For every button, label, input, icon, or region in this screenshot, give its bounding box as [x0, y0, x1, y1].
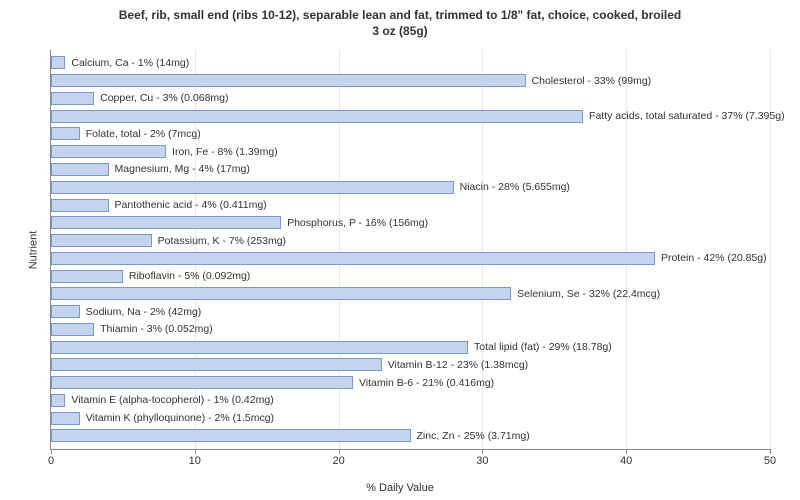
nutrient-bar-label: Cholesterol - 33% (99mg)	[532, 75, 652, 87]
bar-row: Potassium, K - 7% (253mg)	[51, 233, 770, 248]
nutrient-chart: Beef, rib, small end (ribs 10-12), separ…	[0, 0, 800, 500]
nutrient-bar-label: Thiamin - 3% (0.052mg)	[100, 323, 213, 335]
nutrient-bar-label: Magnesium, Mg - 4% (17mg)	[115, 163, 250, 175]
nutrient-bar	[51, 429, 411, 442]
x-tick-label: 50	[764, 455, 776, 467]
x-tick-label: 20	[332, 455, 344, 467]
nutrient-bar-label: Vitamin E (alpha-tocopherol) - 1% (0.42m…	[71, 394, 273, 406]
bar-row: Thiamin - 3% (0.052mg)	[51, 322, 770, 337]
nutrient-bar-label: Calcium, Ca - 1% (14mg)	[71, 57, 189, 69]
nutrient-bar-label: Total lipid (fat) - 29% (18.78g)	[474, 341, 612, 353]
bar-row: Calcium, Ca - 1% (14mg)	[51, 55, 770, 70]
bar-row: Copper, Cu - 3% (0.068mg)	[51, 91, 770, 106]
bar-row: Vitamin E (alpha-tocopherol) - 1% (0.42m…	[51, 393, 770, 408]
title-line-2: 3 oz (85g)	[372, 24, 427, 38]
nutrient-bar	[51, 341, 468, 354]
y-axis-label: Nutrient	[27, 231, 39, 270]
x-tick-mark	[770, 449, 771, 454]
nutrient-bar	[51, 163, 109, 176]
bar-row: Iron, Fe - 8% (1.39mg)	[51, 144, 770, 159]
bar-row: Cholesterol - 33% (99mg)	[51, 73, 770, 88]
nutrient-bar-label: Potassium, K - 7% (253mg)	[158, 235, 286, 247]
nutrient-bar	[51, 92, 94, 105]
nutrient-bar-label: Vitamin K (phylloquinone) - 2% (1.5mcg)	[86, 412, 274, 424]
nutrient-bar-label: Iron, Fe - 8% (1.39mg)	[172, 146, 278, 158]
chart-title: Beef, rib, small end (ribs 10-12), separ…	[0, 0, 800, 43]
bars-group: Calcium, Ca - 1% (14mg) Cholesterol - 33%…	[51, 54, 770, 445]
nutrient-bar	[51, 323, 94, 336]
nutrient-bar	[51, 181, 454, 194]
bar-row: Sodium, Na - 2% (42mg)	[51, 304, 770, 319]
nutrient-bar-label: Selenium, Se - 32% (22.4mcg)	[517, 288, 660, 300]
nutrient-bar	[51, 305, 80, 318]
nutrient-bar	[51, 74, 526, 87]
bar-row: Total lipid (fat) - 29% (18.78g)	[51, 340, 770, 355]
x-tick-mark	[482, 449, 483, 454]
nutrient-bar	[51, 199, 109, 212]
bar-row: Selenium, Se - 32% (22.4mcg)	[51, 286, 770, 301]
x-tick-label: 40	[620, 455, 632, 467]
x-tick-mark	[195, 449, 196, 454]
bar-row: Vitamin B-12 - 23% (1.38mcg)	[51, 357, 770, 372]
nutrient-bar	[51, 376, 353, 389]
nutrient-bar	[51, 145, 166, 158]
nutrient-bar	[51, 270, 123, 283]
plot-area: 01020304050 Calcium, Ca - 1% (14mg)Chole…	[50, 50, 770, 450]
nutrient-bar	[51, 358, 382, 371]
bar-row: Phosphorus, P - 16% (156mg)	[51, 215, 770, 230]
x-tick-mark	[626, 449, 627, 454]
bar-row: Zinc, Zn - 25% (3.71mg)	[51, 428, 770, 443]
nutrient-bar-label: Folate, total - 2% (7mcg)	[86, 128, 201, 140]
nutrient-bar	[51, 127, 80, 140]
nutrient-bar-label: Fatty acids, total saturated - 37% (7.39…	[589, 110, 785, 122]
nutrient-bar-label: Pantothenic acid - 4% (0.411mg)	[115, 199, 267, 211]
nutrient-bar-label: Vitamin B-6 - 21% (0.416mg)	[359, 377, 494, 389]
nutrient-bar-label: Vitamin B-12 - 23% (1.38mcg)	[388, 359, 528, 371]
x-tick-label: 30	[476, 455, 488, 467]
bar-row: Pantothenic acid - 4% (0.411mg)	[51, 198, 770, 213]
x-tick-label: 10	[189, 455, 201, 467]
title-line-1: Beef, rib, small end (ribs 10-12), separ…	[119, 8, 682, 22]
nutrient-bar-label: Phosphorus, P - 16% (156mg)	[287, 217, 428, 229]
nutrient-bar-label: Sodium, Na - 2% (42mg)	[86, 306, 202, 318]
bar-row: Vitamin B-6 - 21% (0.416mg)	[51, 375, 770, 390]
nutrient-bar	[51, 252, 655, 265]
bar-row: Riboflavin - 5% (0.092mg)	[51, 269, 770, 284]
bar-row: Niacin - 28% (5.655mg)	[51, 180, 770, 195]
nutrient-bar	[51, 287, 511, 300]
nutrient-bar	[51, 216, 281, 229]
x-tick-mark	[51, 449, 52, 454]
nutrient-bar-label: Protein - 42% (20.85g)	[661, 252, 767, 264]
bar-row: Folate, total - 2% (7mcg)	[51, 126, 770, 141]
x-tick-mark	[339, 449, 340, 454]
bar-row: Protein - 42% (20.85g)	[51, 251, 770, 266]
x-axis-label: % Daily Value	[366, 482, 434, 494]
nutrient-bar-label: Riboflavin - 5% (0.092mg)	[129, 270, 250, 282]
bar-row: Vitamin K (phylloquinone) - 2% (1.5mcg)	[51, 411, 770, 426]
nutrient-bar	[51, 412, 80, 425]
nutrient-bar-label: Zinc, Zn - 25% (3.71mg)	[417, 430, 530, 442]
nutrient-bar-label: Copper, Cu - 3% (0.068mg)	[100, 92, 228, 104]
x-tick-label: 0	[48, 455, 54, 467]
nutrient-bar	[51, 110, 583, 123]
nutrient-bar-label: Niacin - 28% (5.655mg)	[460, 181, 570, 193]
bar-row: Magnesium, Mg - 4% (17mg)	[51, 162, 770, 177]
bar-row: Fatty acids, total saturated - 37% (7.39…	[51, 109, 770, 124]
nutrient-bar	[51, 56, 65, 69]
nutrient-bar	[51, 394, 65, 407]
nutrient-bar	[51, 234, 152, 247]
